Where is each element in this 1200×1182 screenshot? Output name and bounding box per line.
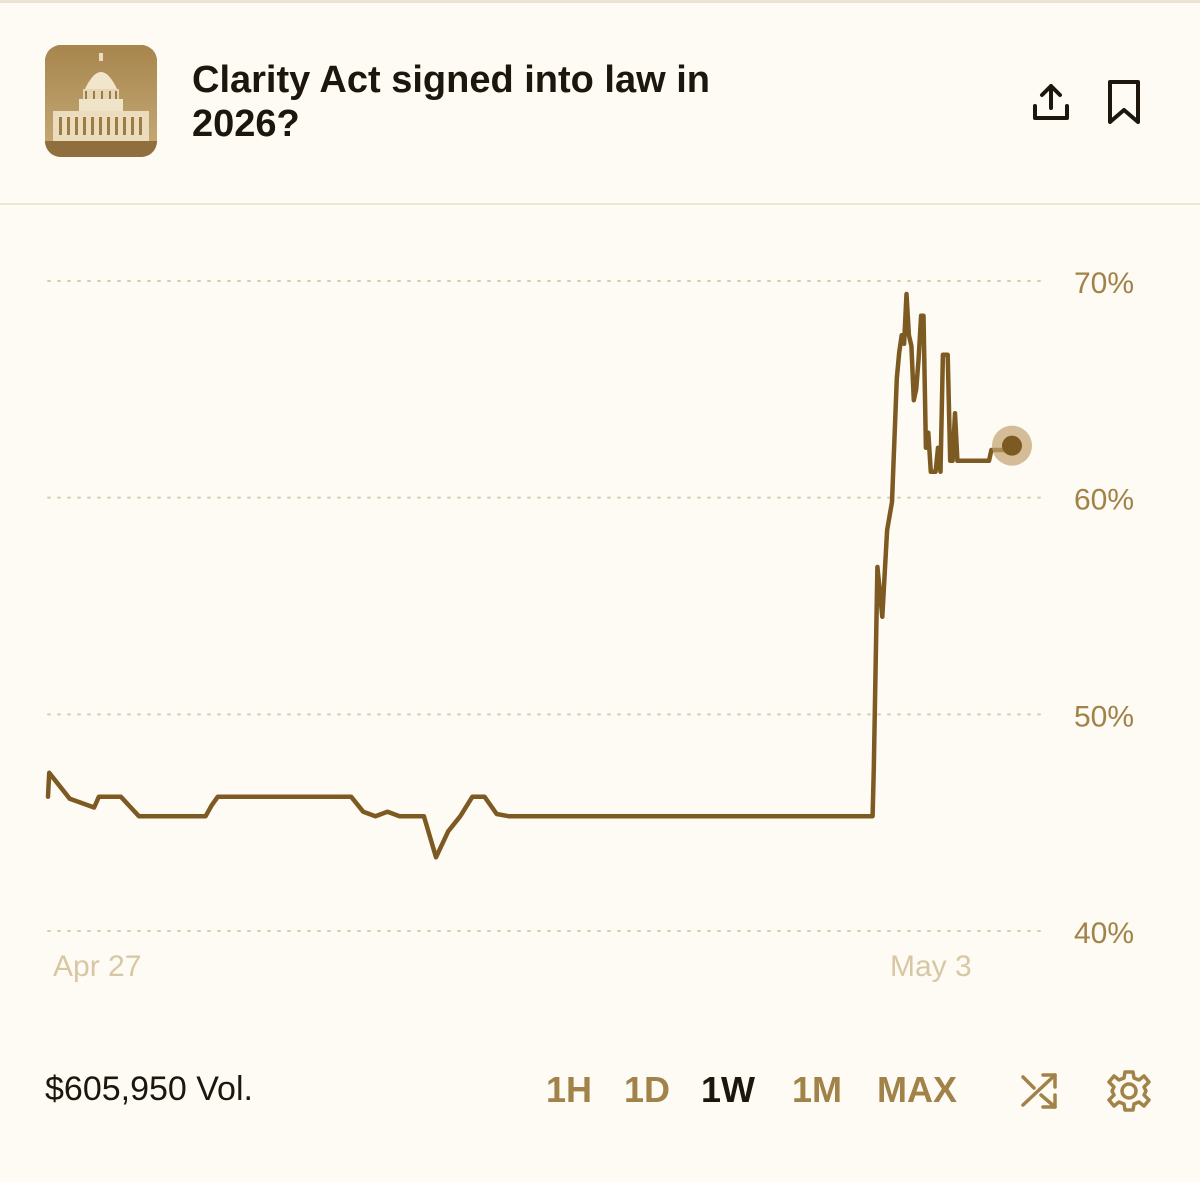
y-tick-label-70: 70% [1074, 267, 1134, 300]
latest-point-layer [992, 425, 1032, 466]
price-chart[interactable]: 70% 60% 50% 40% Apr 27 May 3 [0, 230, 1200, 990]
share-button[interactable] [1025, 76, 1077, 128]
market-header: Clarity Act signed into law in 2026? [0, 0, 1200, 205]
grid-lines [47, 280, 1041, 932]
bookmark-button[interactable] [1098, 76, 1150, 128]
range-max-button[interactable]: MAX [877, 1069, 957, 1110]
y-tick-label-50: 50% [1074, 700, 1134, 733]
bookmark-icon [1108, 80, 1140, 124]
x-axis-ticks: Apr 27 May 3 [53, 950, 972, 983]
x-tick-label-1: May 3 [890, 950, 972, 983]
series-layer [45, 291, 1015, 860]
range-1m-button[interactable]: 1M [792, 1069, 843, 1110]
market-thumbnail[interactable] [45, 45, 157, 157]
chart-settings-button[interactable] [1106, 1068, 1152, 1114]
market-title: Clarity Act signed into law in 2026? [192, 59, 710, 145]
shuffle-button[interactable] [1016, 1068, 1062, 1114]
gear-icon [1107, 1070, 1151, 1112]
range-1d-button[interactable]: 1D [624, 1069, 671, 1110]
capitol-building-image [45, 45, 157, 157]
range-1w-button[interactable]: 1W [701, 1069, 755, 1110]
volume-label: $605,950 Vol. [45, 1070, 253, 1108]
top-rule [0, 0, 1200, 3]
x-tick-label-0: Apr 27 [53, 950, 141, 983]
chart-footer: $605,950 Vol. 1H 1D 1W 1M MAX [0, 1060, 1200, 1124]
y-tick-label-60: 60% [1074, 484, 1134, 517]
y-tick-label-40: 40% [1074, 917, 1134, 950]
shuffle-icon [1021, 1073, 1057, 1109]
share-icon [1033, 84, 1069, 120]
range-1h-button[interactable]: 1H [546, 1069, 593, 1110]
y-axis-ticks: 70% 60% 50% 40% [1074, 267, 1134, 950]
series-line [45, 291, 1015, 860]
latest-point-dot [1002, 435, 1022, 456]
